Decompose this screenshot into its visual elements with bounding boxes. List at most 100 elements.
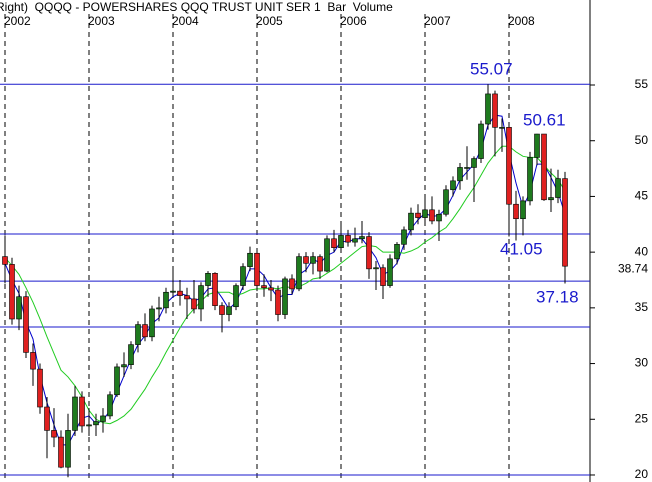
candle-body <box>366 236 372 270</box>
candle-body <box>37 368 43 408</box>
candle-body <box>436 213 442 222</box>
candle-body <box>23 296 29 353</box>
candle-body <box>163 291 169 309</box>
candle-body <box>422 209 428 218</box>
candle-body <box>16 296 22 320</box>
candle-body <box>72 396 78 431</box>
candle-body <box>184 295 190 300</box>
x-tick-label: 2005 <box>256 14 283 28</box>
candle-body <box>86 424 92 427</box>
y-tick-label: 35 <box>635 300 649 314</box>
candle-body <box>268 287 274 291</box>
candle-body <box>513 203 519 220</box>
candle-body <box>254 252 260 286</box>
candle-body <box>240 266 246 286</box>
candle-body <box>464 167 470 169</box>
candle-body <box>415 212 421 218</box>
candle-body <box>79 396 85 427</box>
candle-body <box>492 93 498 128</box>
candle-body <box>429 209 435 222</box>
candle-body <box>548 197 554 201</box>
candle-body <box>471 158 477 168</box>
candle-body <box>261 285 267 289</box>
chart-title: Right) QQQQ - POWERSHARES QQQ TRUST UNIT… <box>0 0 393 14</box>
price-annotation: 37.18 <box>536 287 579 306</box>
candle-body <box>457 167 463 182</box>
x-tick-label: 2007 <box>424 14 451 28</box>
candle-body <box>205 273 211 286</box>
candle-body <box>44 406 50 431</box>
candle-body <box>555 178 561 198</box>
candle-body <box>345 235 351 243</box>
price-annotation: 55.07 <box>470 59 513 78</box>
candle-body <box>121 364 127 368</box>
y-tick-label: 55 <box>635 77 649 91</box>
candle-body <box>275 289 281 315</box>
candle-body <box>212 273 218 306</box>
candle-body <box>226 306 232 315</box>
candle-body <box>51 430 57 438</box>
y-tick-label: 50 <box>635 133 649 147</box>
candle-body <box>170 290 176 293</box>
candle-body <box>247 252 253 267</box>
candle-body <box>443 189 449 215</box>
candle-body <box>9 264 15 320</box>
price-annotation: 41.05 <box>500 239 543 258</box>
candle-body <box>128 344 134 365</box>
last-price-label: 38.74 <box>618 261 648 275</box>
candle-body <box>296 256 302 290</box>
candle-body <box>373 267 379 270</box>
candle-body <box>198 285 204 310</box>
candle-body <box>527 157 533 202</box>
candle-body <box>100 415 106 422</box>
candle-body <box>541 133 547 201</box>
candle-body <box>30 352 36 370</box>
candle-body <box>310 256 316 264</box>
candle-body <box>506 127 512 205</box>
candle-body <box>282 278 288 315</box>
candle-body <box>114 366 120 396</box>
candle-body <box>408 212 414 231</box>
candle-body <box>233 285 239 308</box>
y-tick-label: 40 <box>635 244 649 258</box>
candle-body <box>149 308 155 338</box>
candle-body <box>485 93 491 125</box>
x-tick-label: 2006 <box>340 14 367 28</box>
candle-body <box>317 256 323 272</box>
x-tick-label: 2003 <box>88 14 115 28</box>
price-annotation: 50.61 <box>523 110 566 129</box>
candle-body <box>380 267 386 286</box>
candle-body <box>191 298 197 310</box>
candle-body <box>65 430 71 468</box>
candle-body <box>156 307 162 310</box>
candle-body <box>401 229 407 245</box>
candle-body <box>107 394 113 417</box>
candle-body <box>359 236 365 240</box>
candle-body <box>177 290 183 296</box>
candle-body <box>352 238 358 243</box>
candle-body <box>2 256 8 265</box>
candle-body <box>478 123 484 159</box>
x-tick-label: 2008 <box>508 14 535 28</box>
y-tick-label: 20 <box>635 467 649 481</box>
candle-body <box>338 235 344 248</box>
y-tick-label: 45 <box>635 189 649 203</box>
candle-body <box>219 305 225 315</box>
candle-body <box>534 133 540 158</box>
candle-body <box>520 200 526 220</box>
candle-body <box>93 421 99 426</box>
candle-body <box>331 238 337 248</box>
candle-body <box>324 238 330 272</box>
candle-body <box>135 324 141 345</box>
candle-body <box>499 127 505 129</box>
x-tick-label: 2004 <box>172 14 199 28</box>
candle-body <box>142 324 148 338</box>
candle-body <box>303 256 309 264</box>
candle-body <box>450 180 456 191</box>
candle-body <box>58 436 64 468</box>
x-tick-label: 2002 <box>4 14 31 28</box>
candle-body <box>289 278 295 290</box>
y-tick-label: 30 <box>635 356 649 370</box>
candle-body <box>562 178 568 267</box>
